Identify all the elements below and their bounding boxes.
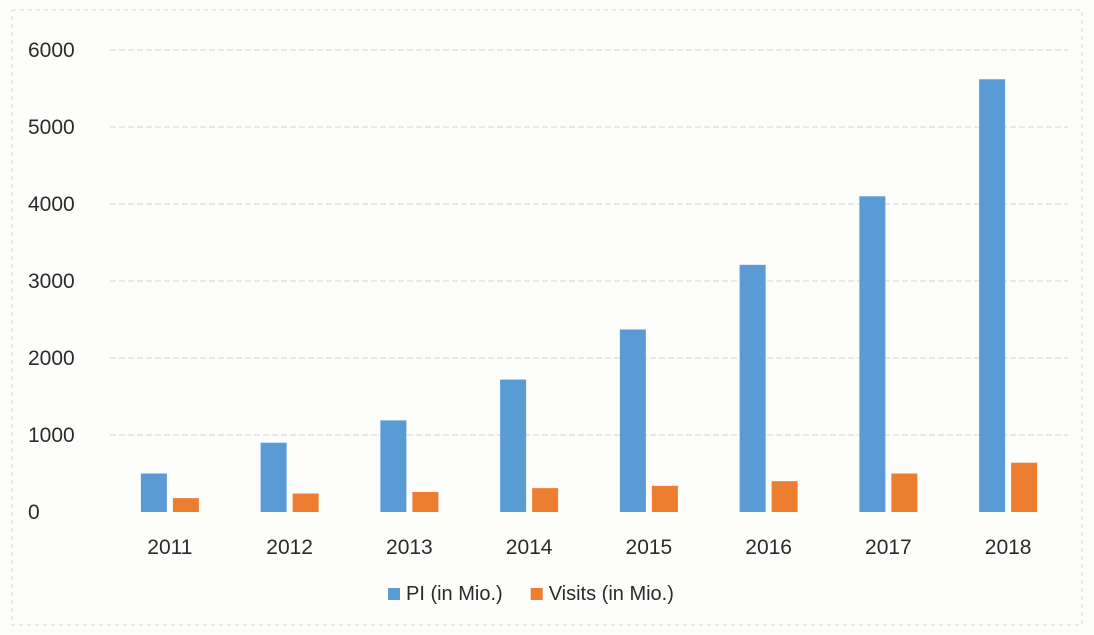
y-tick-label: 5000 (28, 116, 75, 139)
bar-pi-2017 (859, 196, 886, 513)
x-tick-label: 2012 (266, 536, 313, 559)
x-tick-label: 2011 (147, 536, 192, 559)
legend-swatch-visits (530, 588, 543, 600)
bar-visits-2017 (891, 473, 918, 512)
y-axis-ticks: 0 1000 2000 3000 4000 5000 6000 (28, 39, 75, 524)
y-tick-label: 2000 (28, 347, 75, 370)
bar-visits-2011 (172, 498, 199, 512)
bar-visits-2016 (771, 481, 798, 512)
x-tick-label: 2013 (386, 536, 433, 559)
legend-label-pi: PI (in Mio.) (406, 583, 503, 605)
legend-swatch-pi (388, 588, 400, 600)
y-tick-label: 6000 (28, 39, 75, 62)
bar-pi-2015 (619, 329, 646, 512)
bar-pi-2013 (380, 420, 407, 512)
bar-visits-2015 (651, 485, 678, 512)
bar-visits-2018 (1011, 462, 1038, 512)
bar-pi-2016 (739, 264, 766, 512)
legend: PI (in Mio.) Visits (in Mio.) (388, 583, 674, 605)
x-tick-label: 2017 (865, 536, 912, 559)
bar-pi-2018 (979, 79, 1006, 512)
y-tick-label: 0 (28, 501, 40, 524)
bar-visits-2014 (532, 488, 559, 512)
y-tick-label: 4000 (28, 193, 75, 216)
x-tick-label: 2014 (506, 536, 553, 559)
x-tick-label: 2015 (626, 536, 673, 559)
y-tick-label: 3000 (28, 270, 75, 293)
x-tick-label: 2018 (985, 536, 1032, 559)
bar-visits-2013 (412, 491, 439, 512)
bar-visits-2012 (292, 493, 319, 512)
bar-pi-2012 (260, 442, 287, 512)
legend-label-visits: Visits (in Mio.) (549, 583, 674, 605)
bar-pi-2014 (500, 379, 527, 512)
bars (140, 79, 1038, 513)
x-axis-ticks: 2011 2012 2013 2014 2015 2016 2017 2018 (147, 536, 1031, 559)
bar-pi-2011 (140, 473, 167, 512)
chart-frame (11, 9, 1083, 626)
gridlines (110, 49, 1068, 436)
y-tick-label: 1000 (28, 424, 75, 447)
x-tick-label: 2016 (745, 536, 792, 559)
